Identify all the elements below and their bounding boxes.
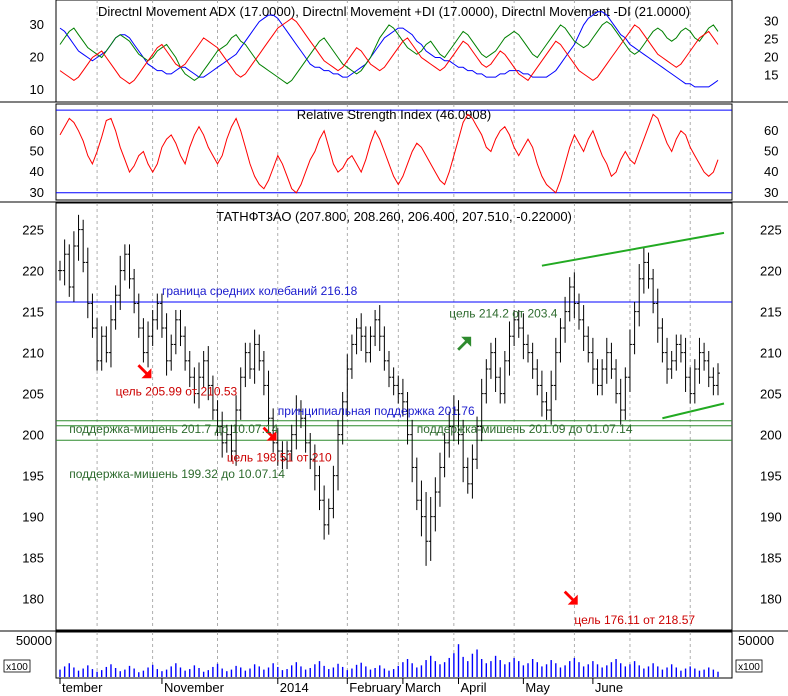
price-tick-label: 180	[22, 592, 44, 607]
price-right-tick-label: 180	[760, 592, 782, 607]
x-tick-label: February	[349, 680, 402, 695]
price-horizontal-levels	[56, 301, 732, 441]
annotation-range_limit: граница средних колебаний 216.18	[162, 284, 358, 298]
annotation-target_176: цель 176.11 от 218.57	[574, 613, 695, 627]
price-right-tick-label: 220	[760, 264, 782, 279]
rsi-panel-title: Relative Strength Index (46.0908)	[297, 107, 491, 122]
volume-scale-box-right	[735, 659, 763, 673]
x-tick-label: March	[405, 680, 441, 695]
adx-line	[59, 11, 719, 88]
adx-right-axis: 30 25 20 15	[764, 14, 778, 83]
price-right-tick-label: 185	[760, 551, 782, 566]
x-tick-label: June	[595, 680, 623, 695]
adx-series	[59, 11, 719, 88]
adx-tick-label: 10	[30, 82, 44, 97]
volume-scale-box-left	[3, 659, 31, 673]
channel-upper	[541, 231, 725, 267]
volume-scale-label-right: x100	[738, 662, 760, 673]
adx-right-tick-label: 30	[764, 14, 778, 29]
price-right-tick-label: 225	[760, 223, 782, 238]
price-right-tick-label: 215	[760, 305, 782, 320]
price-right-tick-label: 210	[760, 346, 782, 361]
annotation-target_214: цель 214.2 от 203.4	[449, 306, 558, 320]
price-panel-frame	[55, 202, 733, 631]
price-right-tick-label: 205	[760, 387, 782, 402]
adx-left-axis: 30 20 10	[30, 17, 44, 97]
x-tick-label: 2014	[280, 680, 309, 695]
volume-right-tick: 50000	[738, 633, 774, 648]
price-right-tick-label: 195	[760, 469, 782, 484]
annotation-target_198: цель 198.51 от 210	[227, 451, 332, 465]
x-axis-labels: tember November 2014 February March April May J…	[59, 678, 623, 695]
price-tick-label: 210	[22, 346, 44, 361]
adx-right-tick-label: 20	[764, 50, 778, 65]
rsi-right-tick-label: 40	[764, 164, 778, 179]
price-right-tick-label: 200	[760, 428, 782, 443]
volume-scale-label-left: x100	[6, 662, 28, 673]
price-tick-label: 195	[22, 469, 44, 484]
price-panel-title: ТАТНФТ3АО (207.800, 208.260, 206.400, 20…	[216, 209, 572, 224]
x-tick-label: November	[164, 680, 225, 695]
rsi-right-tick-label: 30	[764, 185, 778, 200]
price-right-tick-label: 190	[760, 510, 782, 525]
annotation-support_target_2: поддержка-мишень 201.09 до 01.07.14	[417, 422, 633, 436]
price-tick-label: 215	[22, 305, 44, 320]
rsi-right-tick-label: 60	[764, 123, 778, 138]
volume-panel-frame	[55, 631, 733, 679]
price-tick-label: 185	[22, 551, 44, 566]
rsi-series-line	[59, 113, 719, 194]
rsi-tick-label: 60	[30, 123, 44, 138]
plus_di-line	[59, 20, 719, 85]
volume-bars	[59, 644, 719, 677]
x-tick-label: May	[525, 680, 550, 695]
price-tick-label: 220	[22, 264, 44, 279]
annotation-support_target_3: поддержка-мишень 199.32 до 10.07.14	[69, 467, 285, 481]
adx-panel-title: Directnl Movement ADX (17.0000), Directn…	[98, 4, 690, 19]
volume-left-tick: 50000	[16, 633, 52, 648]
x-tick-label: tember	[62, 680, 103, 695]
annotation-target_205: цель 205.99 от 210.53	[116, 384, 238, 398]
arrow_down_1-icon	[137, 364, 152, 379]
arrow_down_2-icon	[262, 426, 277, 441]
price-right-axis: 225 220 215 210 205 200 195 190 185 180	[760, 223, 782, 607]
arrow_down_3-icon	[563, 590, 578, 605]
price-tick-label: 205	[22, 387, 44, 402]
adx-right-tick-label: 15	[764, 68, 778, 83]
adx-tick-label: 20	[30, 50, 44, 65]
rsi-tick-label: 50	[30, 143, 44, 158]
rsi-left-axis: 60 50 40 30	[30, 123, 44, 200]
price-tick-label: 225	[22, 223, 44, 238]
rsi-levels	[56, 109, 732, 194]
adx-tick-label: 30	[30, 17, 44, 32]
channel-lower	[662, 402, 725, 420]
price-tick-label: 190	[22, 510, 44, 525]
price-tick-label: 200	[22, 428, 44, 443]
price-annotations: граница средних колебаний 216.18 цель 214…	[69, 284, 695, 627]
rsi-tick-label: 40	[30, 164, 44, 179]
price-left-axis: 225 220 215 210 205 200 195 190 185 180	[22, 223, 44, 607]
rsi-panel-frame	[55, 103, 733, 201]
x-tick-label: April	[461, 680, 487, 695]
annotation-support_target_1: поддержка-мишень 201.7 до 10.07.14	[69, 422, 278, 436]
price-channel	[541, 231, 725, 420]
rsi-right-tick-label: 50	[764, 143, 778, 158]
target-arrows	[137, 336, 578, 605]
minus_di-line	[59, 17, 719, 85]
rsi-tick-label: 30	[30, 185, 44, 200]
arrow_up_1-icon	[457, 336, 472, 351]
rsi-right-axis: 60 50 40 30	[764, 123, 778, 200]
annotation-principal_support: принципиальная поддержка 201.76	[278, 404, 475, 418]
adx-right-tick-label: 25	[764, 32, 778, 47]
price-bars	[58, 214, 720, 566]
